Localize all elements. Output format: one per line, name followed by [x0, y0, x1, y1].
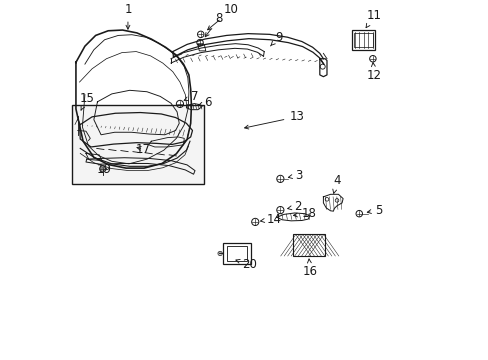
- Text: 10: 10: [207, 4, 239, 30]
- Bar: [223, 243, 250, 264]
- Text: 15: 15: [79, 92, 94, 110]
- Text: 9: 9: [270, 31, 282, 46]
- Text: 11: 11: [366, 9, 381, 28]
- Text: 6: 6: [198, 96, 211, 109]
- Text: 20: 20: [235, 258, 257, 271]
- Text: 4: 4: [332, 174, 340, 193]
- Text: 8: 8: [205, 12, 223, 37]
- Text: 12: 12: [366, 63, 381, 82]
- Bar: [226, 246, 247, 261]
- Bar: [351, 30, 375, 50]
- Bar: [292, 234, 325, 256]
- Text: 7: 7: [184, 90, 198, 103]
- Text: 2: 2: [287, 200, 301, 213]
- Text: 18: 18: [293, 207, 316, 220]
- Text: 14: 14: [260, 212, 281, 226]
- Bar: [353, 32, 372, 47]
- Bar: [71, 105, 204, 184]
- Text: 1: 1: [124, 4, 131, 29]
- Text: 16: 16: [302, 259, 317, 278]
- Text: 3: 3: [288, 169, 302, 182]
- Text: 19: 19: [96, 163, 111, 176]
- Text: 5: 5: [366, 204, 382, 217]
- Text: 17: 17: [136, 143, 151, 156]
- Text: 13: 13: [244, 111, 304, 129]
